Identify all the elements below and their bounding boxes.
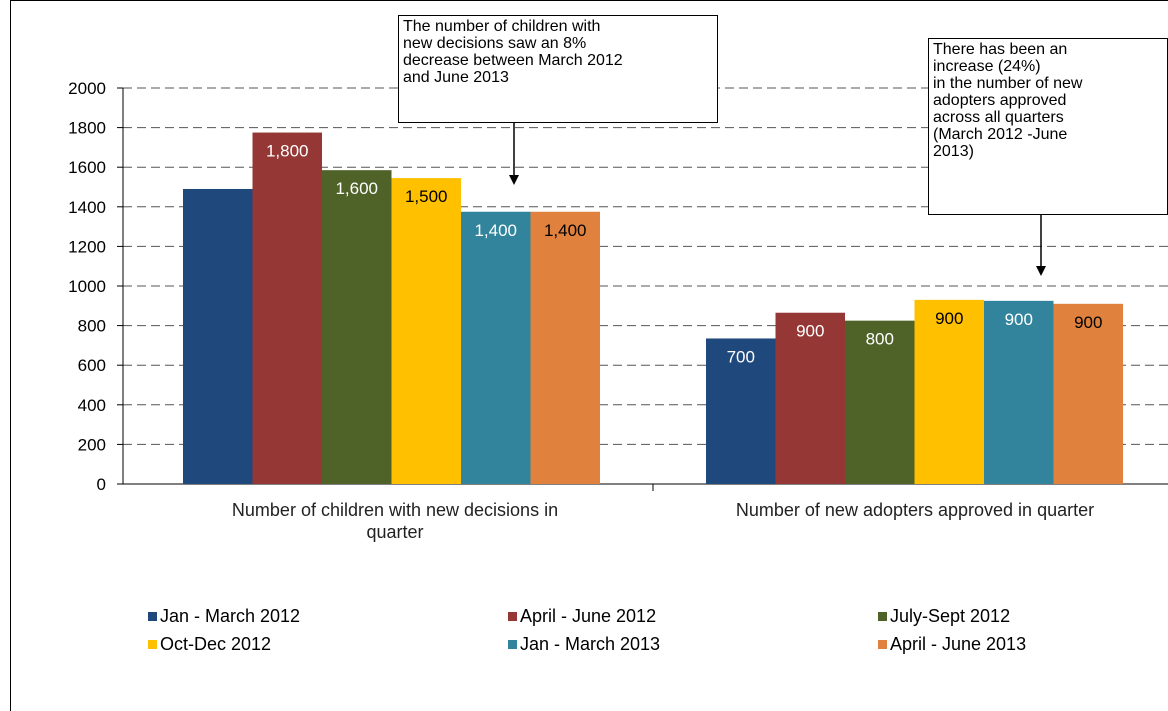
bar (845, 320, 915, 484)
legend-item: April - June 2012 (508, 606, 656, 627)
data-label: 1,500 (405, 187, 448, 206)
chart-frame (10, 0, 1168, 711)
legend-swatch (148, 612, 157, 621)
legend-label: Jan - March 2013 (520, 634, 661, 654)
category-labels: Number of children with new decisions in… (232, 500, 1094, 542)
annotation-line: There has been an (933, 41, 1068, 58)
y-tick-label: 400 (78, 396, 106, 415)
y-tick-label: 0 (97, 475, 106, 494)
category-label: quarter (366, 522, 423, 542)
annotation-line: (March 2012 -June (933, 126, 1068, 143)
legend-label: April - June 2013 (890, 634, 1027, 654)
y-tick-label: 1000 (68, 277, 106, 296)
annotation-adopters: There has been an increase (24%) in the … (928, 38, 1168, 215)
legend-item: April - June 2013 (878, 634, 1026, 655)
annotation-arrow-head (1036, 266, 1046, 276)
bar (183, 188, 253, 485)
y-tick-label: 1600 (68, 158, 106, 177)
y-tick-label: 200 (78, 435, 106, 454)
annotation-children: The number of children with new decision… (398, 15, 718, 123)
bar (914, 299, 984, 484)
data-label: 1,800 (266, 142, 309, 161)
bar (706, 338, 776, 484)
legend-swatch (148, 640, 157, 649)
legend-label: Jan - March 2012 (160, 606, 301, 626)
data-label: 800 (866, 330, 894, 349)
y-tick-label: 2000 (68, 79, 106, 98)
y-tick-label: 800 (78, 317, 106, 336)
annotation-arrows (509, 123, 1046, 276)
bar (530, 211, 600, 484)
bar (252, 132, 322, 485)
annotation-line: in the number of new (933, 75, 1083, 92)
data-label: 900 (1074, 313, 1102, 332)
data-labels: 700 1,800 900 1,600 800 1,500 900 1,400 900 1,400… (266, 142, 1102, 367)
annotation-line: The number of children with (403, 18, 601, 35)
data-label: 700 (727, 347, 755, 366)
legend-item: Jan - March 2013 (508, 634, 660, 655)
bar (1053, 303, 1123, 484)
y-tick-label: 1400 (68, 198, 106, 217)
bars (183, 132, 1123, 485)
bar (391, 178, 461, 484)
data-label: 1,400 (474, 221, 517, 240)
annotation-line: across all quarters (933, 109, 1064, 126)
data-label: 900 (935, 309, 963, 328)
annotation-line: increase (24%) (933, 58, 1041, 75)
legend-item: Oct-Dec 2012 (148, 634, 271, 655)
legend-item: July-Sept 2012 (878, 606, 1010, 627)
annotation-line: decrease between March 2012 (403, 52, 623, 69)
category-label: Number of new adopters approved in quart… (736, 500, 1094, 520)
legend-label: Oct-Dec 2012 (160, 634, 272, 654)
annotation-line: new decisions saw an 8% (403, 35, 587, 52)
category-label: Number of children with new decisions in (232, 500, 558, 520)
y-tick-label: 600 (78, 356, 106, 375)
annotation-line: and June 2013 (403, 69, 509, 86)
legend-swatch (508, 612, 517, 621)
bar (775, 312, 845, 484)
bar (322, 170, 392, 485)
legend-label: July-Sept 2012 (890, 606, 1011, 626)
legend-swatch (878, 612, 887, 621)
bar (984, 300, 1054, 484)
legend-swatch (878, 640, 887, 649)
annotation-line: adopters approved (933, 92, 1067, 109)
data-label: 900 (1005, 310, 1033, 329)
data-label: 1,600 (335, 179, 378, 198)
data-label: 1,400 (544, 221, 587, 240)
annotation-arrow-head (509, 175, 519, 185)
y-tick-label: 1800 (68, 119, 106, 138)
legend-item: Jan - March 2012 (148, 606, 300, 627)
data-label: 900 (796, 322, 824, 341)
legend-label: April - June 2012 (520, 606, 657, 626)
legend-swatch (508, 640, 517, 649)
annotation-line: 2013) (933, 143, 974, 160)
bar (461, 211, 531, 484)
y-tick-label: 1200 (68, 237, 106, 256)
y-tick-labels: 0 200 400 600 800 1000 1200 1400 1600 1800 2000 (68, 79, 106, 494)
